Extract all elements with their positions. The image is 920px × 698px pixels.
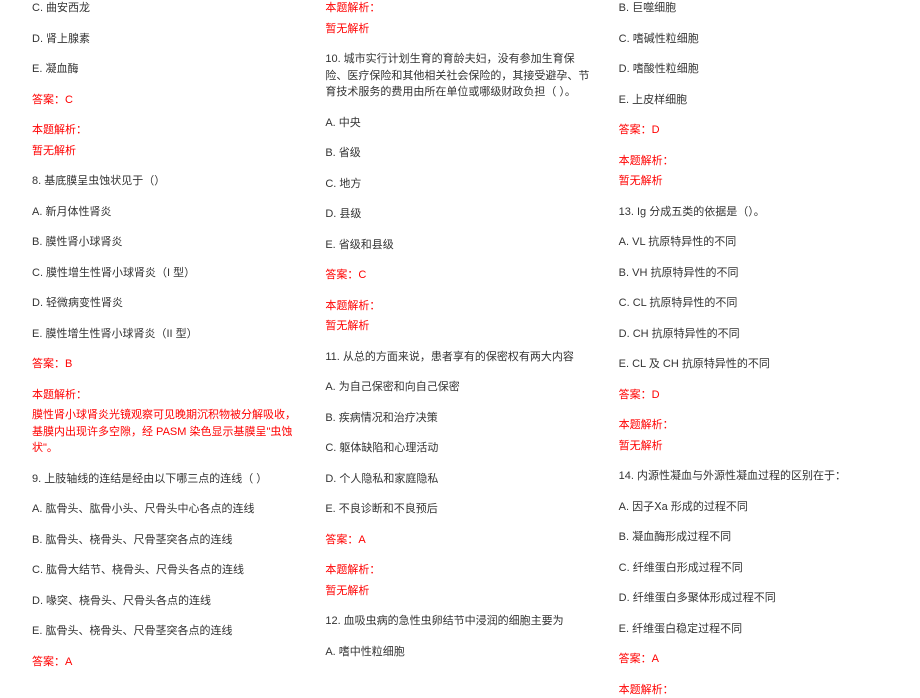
q8-title: 8. 基底膜呈虫蚀状见于（） <box>32 173 301 190</box>
q14-option-a: A. 因子Ⅹa 形成的过程不同 <box>619 499 888 516</box>
q9-answer: 答案：A <box>32 654 301 671</box>
q12-option-a: A. 嗜中性粒细胞 <box>325 644 594 661</box>
q13-title: 13. Ig 分成五类的依据是（）。 <box>619 204 888 221</box>
q8-option-d: D. 轻微病变性肾炎 <box>32 295 301 312</box>
q7-option-d: D. 肾上腺素 <box>32 31 301 48</box>
q13-option-d: D. CH 抗原特异性的不同 <box>619 326 888 343</box>
q8-option-b: B. 膜性肾小球肾炎 <box>32 234 301 251</box>
q12-option-b: B. 巨噬细胞 <box>619 0 888 17</box>
q13-option-e: E. CL 及 CH 抗原特异性的不同 <box>619 356 888 373</box>
q7-option-c: C. 曲安西龙 <box>32 0 301 17</box>
q11-option-e: E. 不良诊断和不良预后 <box>325 501 594 518</box>
q12-option-d: D. 嗜酸性粒细胞 <box>619 61 888 78</box>
q10-option-d: D. 县级 <box>325 206 594 223</box>
q14-option-e: E. 纤维蛋白稳定过程不同 <box>619 621 888 638</box>
q8-option-c: C. 膜性增生性肾小球肾炎（I 型） <box>32 265 301 282</box>
q13-answer: 答案：D <box>619 387 888 404</box>
q8-analysis-label: 本题解析： <box>32 387 301 404</box>
q11-answer: 答案：A <box>325 532 594 549</box>
q13-analysis-label: 本题解析： <box>619 417 888 434</box>
q7-answer: 答案：C <box>32 92 301 109</box>
column-2: 本题解析： 暂无解析 10. 城市实行计划生育的育龄夫妇，没有参加生育保险、医疗… <box>313 0 606 651</box>
q11-option-d: D. 个人隐私和家庭隐私 <box>325 471 594 488</box>
column-3: B. 巨噬细胞 C. 嗜碱性粒细胞 D. 嗜酸性粒细胞 E. 上皮样细胞 答案：… <box>607 0 900 651</box>
q12-analysis-label: 本题解析： <box>619 153 888 170</box>
q14-option-c: C. 纤维蛋白形成过程不同 <box>619 560 888 577</box>
q9-option-c: C. 肱骨大结节、桡骨头、尺骨头各点的连线 <box>32 562 301 579</box>
q8-option-e: E. 膜性增生性肾小球肾炎（II 型） <box>32 326 301 343</box>
q12-analysis-text: 暂无解析 <box>619 173 888 190</box>
q13-option-b: B. VH 抗原特异性的不同 <box>619 265 888 282</box>
q14-title: 14. 内源性凝血与外源性凝血过程的区别在于： <box>619 468 888 485</box>
q12-title: 12. 血吸虫病的急性虫卵结节中浸润的细胞主要为 <box>325 613 594 630</box>
q13-option-c: C. CL 抗原特异性的不同 <box>619 295 888 312</box>
q14-option-b: B. 凝血酶形成过程不同 <box>619 529 888 546</box>
q13-analysis-text: 暂无解析 <box>619 438 888 455</box>
q10-analysis-label: 本题解析： <box>325 298 594 315</box>
q11-option-a: A. 为自己保密和向自己保密 <box>325 379 594 396</box>
q9-analysis-label: 本题解析： <box>325 0 594 17</box>
q9-title: 9. 上肢轴线的连结是经由以下哪三点的连线（ ） <box>32 471 301 488</box>
q14-option-d: D. 纤维蛋白多聚体形成过程不同 <box>619 590 888 607</box>
q10-option-c: C. 地方 <box>325 176 594 193</box>
q10-answer: 答案：C <box>325 267 594 284</box>
q14-answer: 答案：A <box>619 651 888 668</box>
q7-analysis-text: 暂无解析 <box>32 143 301 160</box>
q9-option-a: A. 肱骨头、肱骨小头、尺骨头中心各点的连线 <box>32 501 301 518</box>
q8-answer: 答案：B <box>32 356 301 373</box>
q9-analysis-text: 暂无解析 <box>325 21 594 38</box>
q8-analysis-text: 膜性肾小球肾炎光镜观察可见晚期沉积物被分解吸收，基膜内出现许多空隙，经 PASM… <box>32 407 301 457</box>
q11-option-c: C. 躯体缺陷和心理活动 <box>325 440 594 457</box>
q11-title: 11. 从总的方面来说，患者享有的保密权有两大内容 <box>325 349 594 366</box>
q11-analysis-label: 本题解析： <box>325 562 594 579</box>
q7-analysis-label: 本题解析： <box>32 122 301 139</box>
q10-title: 10. 城市实行计划生育的育龄夫妇，没有参加生育保险、医疗保险和其他相关社会保险… <box>325 51 594 101</box>
q13-option-a: A. VL 抗原特异性的不同 <box>619 234 888 251</box>
q9-option-d: D. 喙突、桡骨头、尺骨头各点的连线 <box>32 593 301 610</box>
q10-analysis-text: 暂无解析 <box>325 318 594 335</box>
q9-option-e: E. 肱骨头、桡骨头、尺骨茎突各点的连线 <box>32 623 301 640</box>
q10-option-b: B. 省级 <box>325 145 594 162</box>
q10-option-a: A. 中央 <box>325 115 594 132</box>
q7-option-e: E. 凝血酶 <box>32 61 301 78</box>
q12-answer: 答案：D <box>619 122 888 139</box>
q9-option-b: B. 肱骨头、桡骨头、尺骨茎突各点的连线 <box>32 532 301 549</box>
q10-option-e: E. 省级和县级 <box>325 237 594 254</box>
q12-option-c: C. 嗜碱性粒细胞 <box>619 31 888 48</box>
q8-option-a: A. 新月体性肾炎 <box>32 204 301 221</box>
q11-option-b: B. 疾病情况和治疗决策 <box>325 410 594 427</box>
q12-option-e: E. 上皮样细胞 <box>619 92 888 109</box>
q11-analysis-text: 暂无解析 <box>325 583 594 600</box>
column-1: C. 曲安西龙 D. 肾上腺素 E. 凝血酶 答案：C 本题解析： 暂无解析 8… <box>20 0 313 651</box>
q14-analysis-label: 本题解析： <box>619 682 888 698</box>
